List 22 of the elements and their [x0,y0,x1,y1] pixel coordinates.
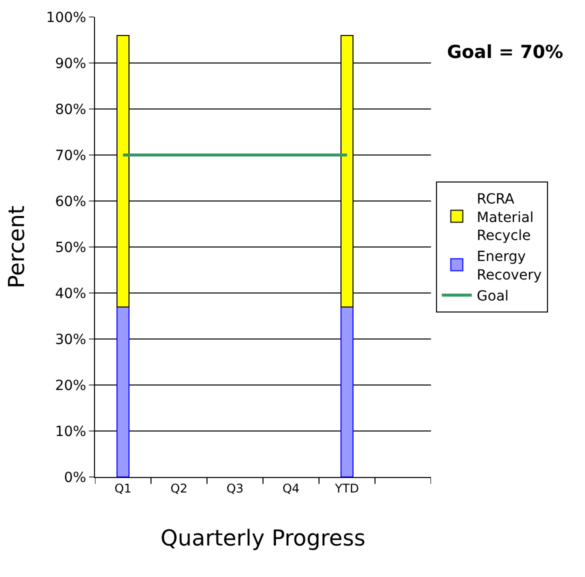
y-tick-label: 60% [55,194,86,210]
y-tick-label: 100% [46,10,86,26]
x-tick-label: Q3 [226,481,244,496]
y-tick-label: 10% [55,424,86,440]
legend-label: Goal [476,288,509,305]
y-tick-label: 90% [55,56,86,72]
y-tick-label: 40% [55,286,86,302]
y-axis-title: Percent [4,205,30,288]
y-tick-label: 20% [55,378,86,394]
legend-label: Energy Recovery [476,249,542,284]
y-tick-label: 80% [55,102,86,118]
x-tick-label: Q1 [114,481,132,496]
x-axis-title: Quarterly Progress [160,526,366,552]
x-tick-label: Q4 [282,481,300,496]
y-tick-label: 0% [64,470,86,486]
x-tick-label: YTD [334,481,359,496]
x-tick-label: Q2 [170,481,188,496]
legend-label: RCRA Material Recycle [476,192,534,244]
y-tick-label: 30% [55,332,86,348]
y-tick-label: 70% [55,148,86,164]
y-tick-label: 50% [55,240,86,256]
text: Goal = 70% [447,42,564,63]
